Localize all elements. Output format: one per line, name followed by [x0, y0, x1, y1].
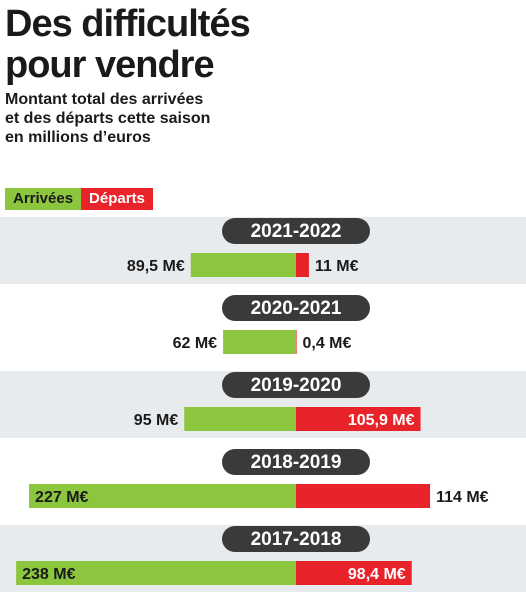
- label-departures-2019-2020: 105,9 M€: [348, 412, 415, 429]
- season-pill-2018-2019: [222, 449, 370, 475]
- label-arrivals-2021-2022: 89,5 M€: [127, 258, 185, 275]
- label-arrivals-2019-2020: 95 M€: [134, 412, 179, 429]
- subtitle-line-1: Montant total des arrivées: [5, 91, 204, 108]
- diverging-bar-chart: 2021-2022 89,5 M€ 11 M€ 2020-2021 62 M€ 0,4 M…: [0, 217, 526, 592]
- chart-title: Des difficultés pour vendre: [5, 3, 251, 86]
- label-departures-2021-2022: 11 M€: [315, 258, 359, 275]
- label-departures-2017-2018: 98,4 M€: [348, 566, 406, 583]
- title-line-1: Des difficultés: [5, 3, 251, 45]
- season-pill-2021-2022: [222, 218, 370, 244]
- season-label-2018-2019: 2018-2019: [251, 452, 342, 473]
- chart-legend: Arrivées Départs: [5, 188, 153, 210]
- label-departures-2020-2021: 0,4 M€: [302, 335, 351, 352]
- bar-departures-2020-2021: [296, 330, 297, 354]
- season-pill-2017-2018: [222, 526, 370, 552]
- bar-departures-2017-2018: [296, 561, 412, 585]
- bar-arrivals-2018-2019: [29, 484, 296, 508]
- title-line-2: pour vendre: [5, 44, 215, 86]
- season-pill-2020-2021: [222, 295, 370, 321]
- bar-departures-2018-2019: [296, 484, 431, 508]
- season-label-2020-2021: 2020-2021: [251, 298, 342, 319]
- season-label-2017-2018: 2017-2018: [251, 529, 342, 550]
- label-arrivals-2017-2018: 238 M€: [22, 566, 75, 583]
- season-pill-2019-2020: [222, 372, 370, 398]
- bar-departures-2021-2022: [296, 253, 309, 277]
- subtitle-line-2: et des départs cette saison: [5, 110, 211, 127]
- label-arrivals-2018-2019: 227 M€: [35, 489, 88, 506]
- chart-subtitle: Montant total des arrivées et des départ…: [5, 90, 210, 147]
- label-arrivals-2020-2021: 62 M€: [173, 335, 218, 352]
- season-label-2019-2020: 2019-2020: [251, 375, 342, 396]
- legend-arrivals: Arrivées: [5, 188, 82, 210]
- bar-arrivals-2019-2020: [184, 407, 296, 431]
- bar-arrivals-2020-2021: [223, 330, 296, 354]
- season-label-2021-2022: 2021-2022: [251, 221, 342, 242]
- legend-departures: Départs: [81, 188, 153, 210]
- label-departures-2018-2019: 114 M€: [436, 489, 489, 506]
- bar-departures-2019-2020: [296, 407, 421, 431]
- subtitle-line-3: en millions d’euros: [5, 129, 151, 146]
- bar-arrivals-2017-2018: [16, 561, 296, 585]
- bar-arrivals-2021-2022: [190, 253, 296, 277]
